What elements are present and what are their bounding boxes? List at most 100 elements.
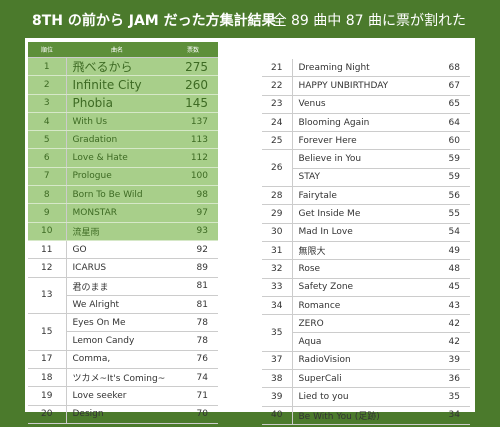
song-title: We Alright — [66, 295, 168, 315]
table-row: 13 君のまま 81 — [28, 277, 218, 315]
table-row: 10 流星雨 93 — [28, 222, 218, 241]
song-title: Blooming Again — [292, 113, 430, 133]
rank: 1 — [28, 57, 67, 77]
rank: 37 — [262, 351, 293, 371]
table-row: 31 無限大 49 — [262, 241, 470, 261]
song-title: Love & Hate — [66, 148, 168, 168]
title: 8TH の前から JAM だった方集計結果 — [32, 13, 276, 29]
votes: 97 — [168, 203, 218, 223]
song-title: Phobia — [66, 94, 168, 113]
song-title: Forever Here — [292, 131, 430, 151]
song-name: GO — [72, 244, 87, 255]
song-title: RadioVision — [292, 351, 430, 371]
table-row: 30 Mad In Love 54 — [262, 223, 470, 242]
song-name: Phobia — [72, 96, 114, 111]
votes: 65 — [430, 95, 470, 114]
rank: 8 — [28, 185, 67, 205]
song-title: MONSTAR — [66, 203, 168, 223]
table-row: STAY 59 — [262, 168, 470, 188]
rank: 24 — [262, 113, 293, 133]
table-row: 6 Love & Hate 112 — [28, 148, 218, 168]
votes: 35 — [430, 387, 470, 407]
song-name: RadioVision — [298, 355, 351, 366]
song-title: Fairytale — [292, 186, 430, 206]
song-name: STAY — [298, 172, 320, 183]
votes: 76 — [168, 350, 218, 370]
song-title: Safety Zone — [292, 278, 430, 297]
votes: 67 — [430, 76, 470, 96]
votes: 43 — [430, 296, 470, 316]
rank: 11 — [28, 240, 67, 260]
votes: 93 — [168, 222, 218, 241]
song-name: Design — [72, 409, 104, 420]
rank: 23 — [262, 95, 293, 114]
rank: 20 — [28, 405, 67, 424]
rank: 35 — [262, 314, 293, 352]
rank: 2 — [28, 75, 67, 95]
table-row: 34 Romance 43 — [262, 296, 470, 316]
song-title: Romance — [292, 296, 430, 316]
rank: 6 — [28, 148, 67, 168]
song-title: SuperCali — [292, 369, 430, 389]
song-title: Get Inside Me — [292, 204, 430, 224]
song-name: Infinite City — [72, 77, 142, 92]
table-row: 29 Get Inside Me 55 — [262, 204, 470, 224]
rank: 21 — [262, 59, 293, 78]
table-row: 8 Born To Be Wild 98 — [28, 185, 218, 205]
song-title: Rose — [292, 259, 430, 279]
table-row: 22 HAPPY UNBIRTHDAY 67 — [262, 76, 470, 96]
table-row: 5 Gradation 113 — [28, 130, 218, 150]
song-title: Gradation — [66, 130, 168, 150]
votes: 100 — [168, 167, 218, 187]
table-row: 25 Forever Here 60 — [262, 131, 470, 151]
song-title: ICARUS — [66, 258, 168, 278]
rank: 17 — [28, 350, 67, 370]
table-row: 7 Prologue 100 — [28, 167, 218, 187]
song-name: SuperCali — [298, 373, 342, 384]
rank: 28 — [262, 186, 293, 206]
song-name: Fairytale — [298, 190, 337, 201]
table-row: 15 Eyes On Me 78 — [28, 313, 218, 351]
song-title: Mad In Love — [292, 223, 430, 242]
song-name: Aqua — [298, 337, 322, 348]
song-name: Believe in You — [298, 154, 362, 165]
song-name: Love seeker — [72, 390, 127, 401]
song-title: Lied to you — [292, 387, 430, 407]
table-row: 9 MONSTAR 97 — [28, 203, 218, 223]
table-row: Aqua 42 — [262, 332, 470, 352]
song-title: 飛べるから — [66, 57, 168, 77]
rank: 31 — [262, 241, 293, 261]
song-name: Rose — [298, 263, 321, 274]
song-title: Believe in You — [292, 149, 430, 169]
votes: 59 — [430, 149, 470, 169]
table-row: 39 Lied to you 35 — [262, 387, 470, 407]
song-name: Lied to you — [298, 391, 349, 402]
table-row: 21 Dreaming Night 68 — [262, 59, 470, 78]
votes: 36 — [430, 369, 470, 389]
song-name: 君のまま — [72, 282, 109, 293]
votes: 42 — [430, 332, 470, 352]
votes: 74 — [168, 368, 218, 388]
song-title: Aqua — [292, 332, 430, 352]
song-name: Get Inside Me — [298, 209, 361, 220]
rank: 4 — [28, 112, 67, 132]
rank: 39 — [262, 387, 293, 407]
table-row: 2 Infinite City 260 — [28, 75, 218, 95]
header-row: 順位 曲名 票数 — [28, 42, 218, 58]
votes: 60 — [430, 131, 470, 151]
song-title: Love seeker — [66, 386, 168, 406]
song-name: MONSTAR — [72, 208, 118, 219]
song-name: Eyes On Me — [72, 317, 126, 328]
table-row: 38 SuperCali 36 — [262, 369, 470, 389]
votes: 70 — [168, 405, 218, 424]
rank: 33 — [262, 278, 293, 297]
song-name: Comma, — [72, 354, 111, 365]
ranking-table-left: 順位 曲名 票数 1 飛べるから 275 2 Infinite City 260 3 Phob… — [28, 42, 218, 424]
table-row: 11 GO 92 — [28, 240, 218, 260]
song-name: ZERO — [298, 318, 324, 329]
rank: 26 — [262, 149, 293, 188]
song-name: Gradation — [72, 134, 118, 145]
song-title: Lemon Candy — [66, 331, 168, 351]
table-row: 23 Venus 65 — [262, 95, 470, 114]
